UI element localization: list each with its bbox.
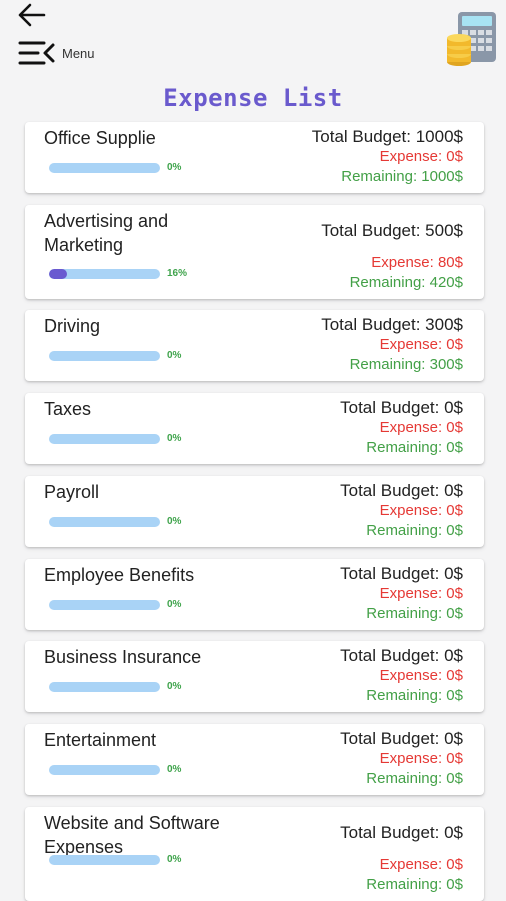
- total-budget: Total Budget: 300$: [321, 315, 463, 334]
- progress-bar: [49, 434, 160, 444]
- category-name: Taxes: [44, 399, 92, 419]
- category-name: Business Insurance: [44, 647, 202, 667]
- percent-label: 0%: [167, 350, 182, 361]
- category-name: Office Supplie: [44, 128, 156, 148]
- arrow-left-icon: [18, 3, 46, 27]
- category-name: Advertising and Marketing: [44, 211, 169, 255]
- category-name: Website and Software Expenses: [44, 813, 220, 857]
- expense-amount: Expense: 80$: [371, 254, 463, 271]
- expense-amount: Expense: 0$: [379, 585, 463, 602]
- percent-label: 0%: [167, 764, 182, 775]
- percent-label: 0%: [167, 433, 182, 444]
- budget-summary: Total Budget: 300$ Expense: 0$ Remaining…: [321, 314, 463, 375]
- expense-card-advertising-marketing[interactable]: Advertising and Marketing 16% Total Budg…: [25, 205, 484, 299]
- menu-label: Menu: [62, 45, 95, 61]
- total-budget: Total Budget: 0$: [340, 398, 463, 417]
- budget-summary: Total Budget: 0$ Expense: 0$ Remaining: …: [340, 728, 463, 789]
- expense-amount: Expense: 0$: [379, 750, 463, 767]
- percent-label: 16%: [167, 268, 188, 279]
- remaining-amount: Remaining: 420$: [349, 274, 463, 291]
- expense-card-employee-benefits[interactable]: Employee Benefits 0% Total Budget: 0$ Ex…: [25, 559, 484, 630]
- budget-summary: Total Budget: 0$ Expense: 0$ Remaining: …: [340, 480, 463, 541]
- total-budget: Total Budget: 1000$: [311, 127, 463, 146]
- expense-card-taxes[interactable]: Taxes 0% Total Budget: 0$ Expense: 0$ Re…: [25, 393, 484, 464]
- progress-bar: [49, 600, 160, 610]
- menu-button[interactable]: Menu: [18, 40, 95, 66]
- remaining-amount: Remaining: 1000$: [341, 168, 463, 185]
- progress-bar: [49, 269, 160, 279]
- remaining-amount: Remaining: 0$: [366, 876, 463, 893]
- expense-card-payroll[interactable]: Payroll 0% Total Budget: 0$ Expense: 0$ …: [25, 476, 484, 547]
- remaining-amount: Remaining: 0$: [366, 770, 463, 787]
- total-budget: Total Budget: 0$: [340, 481, 463, 500]
- category-name: Employee Benefits: [44, 565, 195, 585]
- total-budget: Total Budget: 0$: [340, 646, 463, 665]
- budget-summary: Total Budget: 0$ Expense: 0$ Remaining: …: [340, 645, 463, 706]
- expense-amount: Expense: 0$: [379, 667, 463, 684]
- calculator-coins-icon: [444, 8, 500, 68]
- budget-summary: Total Budget: 1000$ Expense: 0$ Remainin…: [312, 126, 463, 187]
- category-name: Driving: [44, 316, 101, 336]
- expense-amount: Expense: 0$: [379, 336, 463, 353]
- progress-bar: [49, 682, 160, 692]
- percent-label: 0%: [167, 681, 182, 692]
- progress-bar: [49, 765, 160, 775]
- progress-bar: [49, 351, 160, 361]
- total-budget: Total Budget: 500$: [321, 221, 463, 240]
- expense-card-entertainment[interactable]: Entertainment 0% Total Budget: 0$ Expens…: [25, 724, 484, 795]
- total-budget: Total Budget: 0$: [340, 823, 463, 842]
- category-name: Payroll: [44, 482, 100, 502]
- expense-amount: Expense: 0$: [379, 148, 463, 165]
- remaining-amount: Remaining: 0$: [366, 439, 463, 456]
- expense-card-business-insurance[interactable]: Business Insurance 0% Total Budget: 0$ E…: [25, 641, 484, 712]
- total-budget: Total Budget: 0$: [340, 729, 463, 748]
- percent-label: 0%: [167, 854, 182, 865]
- remaining-amount: Remaining: 0$: [366, 522, 463, 539]
- remaining-amount: Remaining: 0$: [366, 605, 463, 622]
- progress-bar: [49, 163, 160, 173]
- percent-label: 0%: [167, 516, 182, 527]
- percent-label: 0%: [167, 599, 182, 610]
- menu-icon: [18, 41, 55, 65]
- category-name: Entertainment: [44, 730, 157, 750]
- expense-amount: Expense: 0$: [379, 856, 463, 873]
- expense-card-website-software[interactable]: Website and Software Expenses 0% Total B…: [25, 807, 484, 901]
- percent-label: 0%: [167, 162, 182, 173]
- expense-card-driving[interactable]: Driving 0% Total Budget: 300$ Expense: 0…: [25, 310, 484, 381]
- total-budget: Total Budget: 0$: [340, 564, 463, 583]
- budget-summary: Total Budget: 0$ Expense: 0$ Remaining: …: [340, 397, 463, 458]
- progress-fill: [49, 269, 67, 279]
- progress-bar: [49, 517, 160, 527]
- page-title: Expense List: [163, 84, 343, 112]
- top-bar: Menu: [0, 0, 506, 80]
- remaining-amount: Remaining: 300$: [349, 356, 463, 373]
- budget-summary: Total Budget: 500$ Expense: 80$ Remainin…: [321, 220, 463, 293]
- expense-amount: Expense: 0$: [379, 502, 463, 519]
- remaining-amount: Remaining: 0$: [366, 687, 463, 704]
- expense-amount: Expense: 0$: [379, 419, 463, 436]
- budget-summary: Total Budget: 0$ Expense: 0$ Remaining: …: [340, 563, 463, 624]
- budget-summary: Total Budget: 0$ Expense: 0$ Remaining: …: [340, 822, 463, 895]
- progress-bar: [49, 855, 160, 865]
- back-button[interactable]: [14, 2, 48, 28]
- expense-card-office-supplies[interactable]: Office Supplie 0% Total Budget: 1000$ Ex…: [25, 122, 484, 193]
